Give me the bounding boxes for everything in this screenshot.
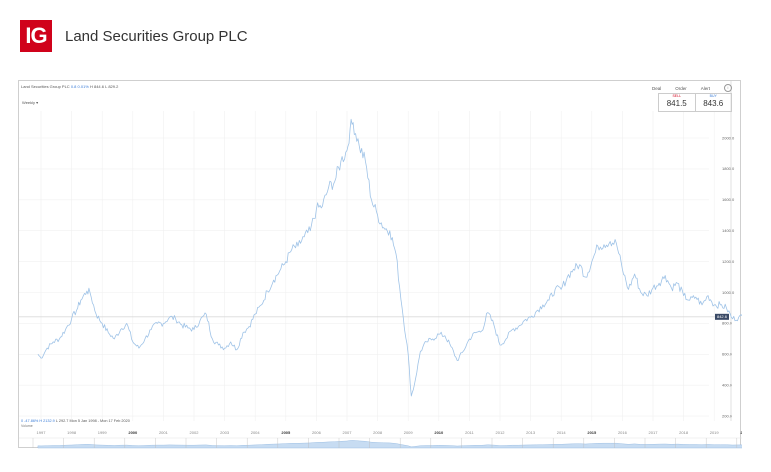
x-tick-label: 2015 (587, 430, 597, 435)
order-button[interactable]: Order (675, 85, 687, 91)
x-tick-label: 2008 (373, 430, 383, 435)
volume-label: Volume (21, 424, 33, 428)
x-tick-label: 2005 (281, 430, 291, 435)
current-price-badge (715, 313, 729, 320)
chart-frame: 200.0 400.0 600.0 800.0 1000.0 1200.0 1400.0 16… (18, 80, 742, 449)
buy-label: BUY (709, 94, 717, 98)
y-tick-label: 1800.0 (722, 166, 735, 171)
x-tick-label: 2007 (343, 430, 353, 435)
y-tick-label: 2000.0 (722, 135, 735, 140)
alert-button[interactable]: Alert (700, 85, 710, 91)
y-tick-label: 1200.0 (722, 259, 735, 264)
sell-label: SELL (672, 94, 682, 98)
period-range: Mon 5 Jan 1998 - Mon 17 Feb 2020 (69, 419, 130, 423)
x-tick-label: 2020 (740, 430, 742, 435)
chart-actions: Deal Order Alert i (652, 84, 732, 92)
x-tick-label: 2011 (465, 430, 474, 435)
y-tick-label: 1400.0 (722, 228, 735, 233)
y-tick-label: 400.0 (722, 383, 733, 388)
high-value: H 844.6 (89, 84, 104, 89)
chart-header: Land Securities Group PLC 0.8 0.01% H 84… (21, 84, 118, 89)
y-tick-label: 600.0 (722, 352, 733, 357)
x-tick-label: 2010 (434, 430, 444, 435)
deal-button[interactable]: Deal (651, 85, 662, 91)
interval-dropdown[interactable]: Weekly ▾ (22, 100, 39, 105)
change-percent: 0.01% (77, 84, 89, 89)
buy-price: 843.6 (703, 99, 724, 108)
period-high: H 2132.9 (39, 419, 55, 423)
x-tick-label: 2001 (159, 430, 169, 435)
info-icon[interactable]: i (724, 84, 732, 92)
y-tick-label: 1000.0 (722, 290, 735, 295)
brand-header: IG Land Securities Group PLC (20, 20, 248, 52)
x-tick-label: 2003 (220, 430, 230, 435)
price-chart[interactable]: 200.0 400.0 600.0 800.0 1000.0 1200.0 1400.0 16… (19, 81, 742, 449)
x-tick-label: 2017 (649, 430, 659, 435)
x-tick-label: 2002 (190, 430, 200, 435)
x-tick-label: 1999 (98, 430, 108, 435)
change-value: 0.8 (70, 84, 77, 89)
x-tick-label: 2012 (496, 430, 506, 435)
x-tick-label: 2013 (526, 430, 536, 435)
x-tick-label: 1998 (67, 430, 77, 435)
x-tick-label: 2006 (312, 430, 322, 435)
page-title: Land Securities Group PLC (65, 27, 248, 45)
x-tick-label: 1997 (37, 430, 47, 435)
x-tick-label: 2019 (710, 430, 720, 435)
period-summary: 0 -47.86% H 2132.9 L 292.7 Mon 5 Jan 199… (21, 419, 130, 423)
x-tick-label: 2014 (557, 430, 567, 435)
quote-box: SELL 841.5 BUY 843.6 (658, 93, 732, 112)
period-low: L 292.7 (55, 419, 69, 423)
x-tick-label: 2004 (251, 430, 261, 435)
x-tick-label: 2009 (404, 430, 414, 435)
period-change: 0 -47.86% (21, 419, 39, 423)
x-tick-label: 2016 (618, 430, 628, 435)
y-tick-label: 200.0 (722, 413, 733, 418)
y-tick-label: 1600.0 (722, 197, 735, 202)
y-tick-label: 800.0 (722, 321, 733, 326)
low-value: L 829.2 (105, 84, 119, 89)
x-tick-label: 2000 (128, 430, 138, 435)
buy-button[interactable]: BUY 843.6 (696, 94, 732, 111)
sell-button[interactable]: SELL 841.5 (659, 94, 696, 111)
sell-price: 841.5 (666, 99, 687, 108)
price-line (37, 118, 742, 397)
instrument-name: Land Securities Group PLC (21, 84, 70, 89)
ig-logo[interactable]: IG (20, 20, 52, 52)
x-tick-label: 2018 (679, 430, 689, 435)
navigator-area[interactable] (37, 440, 742, 449)
current-price-badge-text: 842.6 (717, 314, 728, 319)
